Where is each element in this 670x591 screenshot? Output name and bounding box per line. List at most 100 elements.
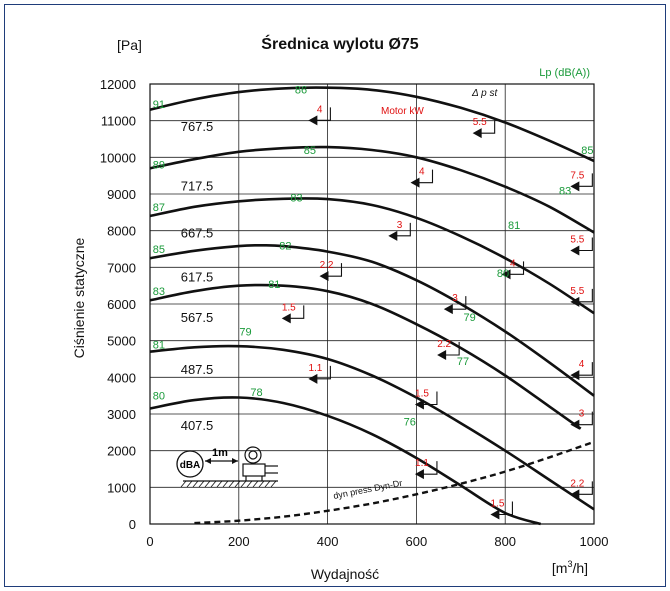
motor-power-label: 5.5 <box>570 235 584 246</box>
motor-marker <box>414 391 438 410</box>
sound-level-label: 83 <box>559 185 571 197</box>
y-tick-label: 5000 <box>107 334 136 349</box>
motor-marker-arrowhead <box>414 399 424 410</box>
motor-marker-line <box>577 173 593 187</box>
floor-hatch-line <box>264 480 271 488</box>
y-tick-label: 6000 <box>107 297 136 312</box>
motor-power-label: 1.5 <box>415 389 429 400</box>
sound-level-label: 87 <box>153 202 165 214</box>
floor-hatch-line <box>246 480 253 488</box>
motor-marker-arrowhead <box>501 269 511 280</box>
motor-marker <box>570 411 593 430</box>
distance-arrow-head-right <box>232 458 238 464</box>
sound-level-label: 89 <box>153 160 165 172</box>
lp-legend: Lp (dB(A)) <box>539 67 590 79</box>
x-tick-label: 600 <box>406 534 428 549</box>
motor-marker-arrowhead <box>570 296 580 307</box>
motor-power-label: 3 <box>452 293 458 304</box>
motor-marker <box>490 501 513 520</box>
sound-level-label: 85 <box>153 244 165 256</box>
fan-icon <box>242 446 278 481</box>
motor-marker-line <box>421 391 438 406</box>
x-tick-label: 0 <box>146 534 153 549</box>
x-unit-label: [m3/h] <box>552 559 588 576</box>
motor-marker <box>570 288 593 307</box>
sound-level-label: 77 <box>457 356 469 368</box>
motor-marker-arrowhead <box>490 509 500 520</box>
curve-label-567.5: 567.5 <box>181 310 214 325</box>
delta-p-tick <box>513 98 526 104</box>
floor-hatch-line <box>258 480 265 488</box>
motor-marker <box>437 342 460 360</box>
floor-hatch-line <box>228 480 235 488</box>
fan-curve-667.5 <box>149 197 595 315</box>
motor-marker-line <box>421 461 438 475</box>
x-axis-label: Wydajność <box>311 566 379 582</box>
grid <box>149 83 595 525</box>
floor-hatch-line <box>270 480 277 488</box>
motor-marker-line <box>577 362 593 376</box>
motor-marker-arrowhead <box>472 128 482 139</box>
motor-power-label: 2.2 <box>320 260 334 271</box>
floor-hatch-line <box>234 480 241 488</box>
floor-hatch-line <box>252 480 259 488</box>
curve-label-767.5: 767.5 <box>181 119 214 134</box>
sound-level-label: 80 <box>153 391 165 403</box>
inset-distance-text: 1m <box>212 447 228 459</box>
curve-label-617.5: 617.5 <box>181 270 214 285</box>
measurement-inset: dBA 1m <box>176 446 278 488</box>
motor-marker <box>308 107 331 126</box>
x-tick-label: 400 <box>317 534 339 549</box>
motor-power-label: 3 <box>579 409 585 420</box>
floor-hatch-line <box>216 480 223 488</box>
motor-power-label: 2.2 <box>570 478 584 489</box>
curve-label-717.5: 717.5 <box>181 179 214 194</box>
distance-arrow-head-left <box>205 458 211 464</box>
motor-power-label: 1.1 <box>308 363 322 374</box>
sound-level-label: 86 <box>295 85 307 97</box>
motor-marker-line <box>577 481 593 495</box>
motor-marker-arrowhead <box>570 370 580 381</box>
motor-marker-line <box>577 411 593 426</box>
motor-marker <box>501 261 525 280</box>
motor-marker-arrowhead <box>443 304 453 315</box>
motor-marker <box>570 362 593 381</box>
delta-p-label: Δ p st <box>471 88 498 99</box>
motor-marker-line <box>315 107 331 121</box>
motor-marker-arrowhead <box>410 177 420 188</box>
sound-level-label: 79 <box>239 327 251 339</box>
sound-level-label: 83 <box>153 286 165 298</box>
y-tick-label: 8000 <box>107 224 136 239</box>
chart-title: Średnica wylotu Ø75 <box>261 34 418 53</box>
curves <box>149 86 595 526</box>
fan-curve-487.5 <box>149 344 595 511</box>
motor-marker-line <box>315 365 331 380</box>
plot-border <box>149 83 595 525</box>
inset-dba-text: dBA <box>180 460 201 471</box>
curve-label-487.5: 487.5 <box>181 362 214 377</box>
motor-marker-arrowhead <box>570 181 580 192</box>
motor-power-label: 4 <box>510 258 516 269</box>
motor-marker-line <box>450 296 467 310</box>
motor-marker <box>388 222 411 241</box>
sound-level-label: 81 <box>508 220 520 232</box>
y-tick-label: 1000 <box>107 480 136 495</box>
sound-level-label: 85 <box>304 145 316 157</box>
fan-curve-407.5 <box>149 396 542 526</box>
motor-marker <box>443 296 467 315</box>
floor-hatch <box>180 480 277 488</box>
motor-marker-arrowhead <box>319 271 329 282</box>
motor-power-label: 1.1 <box>415 458 429 469</box>
fan-curve-767.5 <box>149 86 595 163</box>
motor-marker-arrowhead <box>308 373 318 384</box>
y-tick-label: 4000 <box>107 370 136 385</box>
sound-level-label: 91 <box>153 99 165 111</box>
y-tick-label: 2000 <box>107 444 136 459</box>
motor-marker <box>308 365 331 384</box>
curve-label-667.5: 667.5 <box>181 226 214 241</box>
motor-marker <box>570 173 593 192</box>
floor-hatch-line <box>186 480 193 488</box>
motor-marker-line <box>288 305 305 319</box>
motor-marker-arrowhead <box>570 245 580 256</box>
